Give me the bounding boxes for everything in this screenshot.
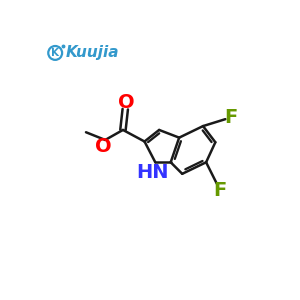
Text: Kuujia: Kuujia — [66, 45, 119, 60]
Text: O: O — [94, 137, 111, 156]
Text: HN: HN — [136, 163, 169, 182]
Text: K: K — [51, 48, 59, 58]
Text: F: F — [224, 108, 237, 127]
Text: F: F — [213, 181, 226, 200]
Text: O: O — [118, 94, 135, 112]
